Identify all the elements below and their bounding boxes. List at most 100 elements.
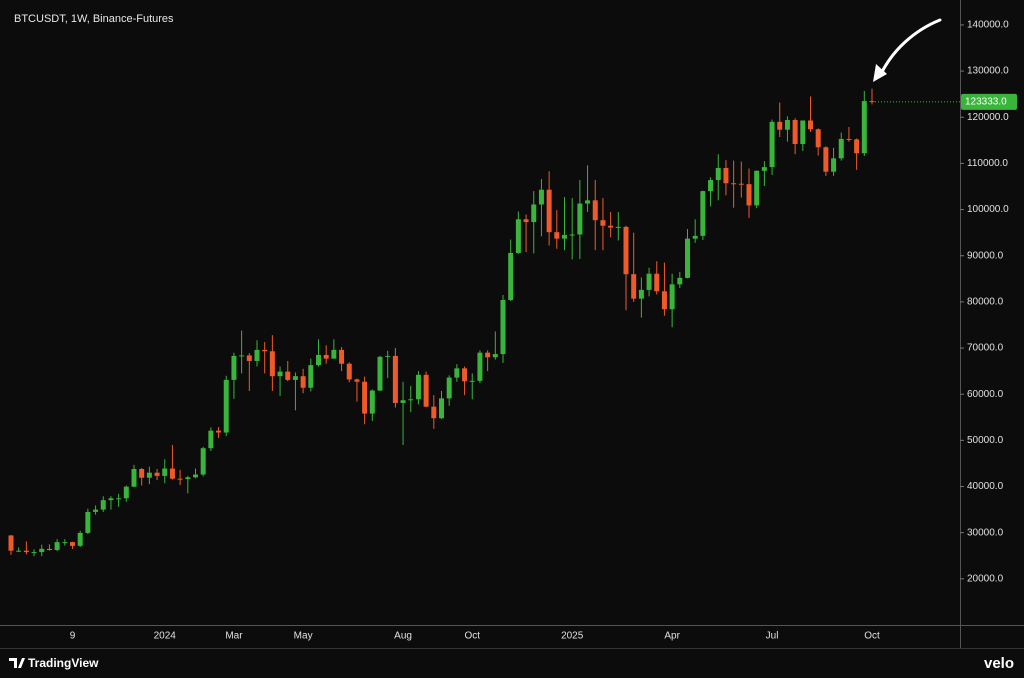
candle-body — [262, 349, 268, 352]
candle-body — [223, 379, 229, 433]
candle-body — [254, 349, 260, 361]
candle-body — [431, 406, 437, 419]
candle-body — [277, 371, 283, 377]
x-tick-label: Mar — [225, 631, 243, 642]
candle-body — [515, 219, 521, 253]
candle-body — [554, 232, 560, 239]
candle-body — [200, 448, 206, 475]
candle-body — [292, 376, 298, 380]
candle-body — [500, 300, 506, 355]
candle-body — [408, 399, 414, 401]
candle-body — [8, 535, 14, 551]
candle-body — [562, 234, 567, 239]
candle-body — [23, 550, 29, 553]
candle-body — [600, 220, 606, 226]
x-tick-label: 2025 — [561, 631, 584, 642]
candle-body — [354, 379, 360, 382]
candle-body — [169, 468, 175, 479]
candle-body — [323, 354, 329, 359]
candle-body — [300, 376, 306, 388]
candle-body — [715, 168, 721, 181]
candle-body — [462, 368, 468, 382]
candle-body — [769, 121, 775, 168]
annotation-arrow — [878, 18, 942, 78]
candle-body — [377, 356, 383, 391]
x-tick-label: Oct — [864, 631, 880, 642]
candle-body — [31, 552, 37, 554]
x-tick-label: Apr — [664, 631, 680, 642]
candle-body — [446, 377, 452, 399]
candle-body — [193, 474, 198, 478]
candle-body — [162, 468, 168, 476]
candle-body — [692, 235, 698, 239]
x-tick-label: 9 — [70, 631, 76, 642]
x-tick-label: Jul — [766, 631, 779, 642]
candle-body — [646, 273, 652, 290]
candle-body — [269, 351, 275, 377]
candle-body — [346, 363, 352, 380]
candle-body — [469, 380, 475, 382]
y-tick-label: 110000.0 — [967, 158, 1008, 169]
candle-body — [815, 129, 821, 148]
candle-body — [538, 189, 544, 205]
watermark: velo — [984, 655, 1014, 672]
x-tick-label: Oct — [464, 631, 480, 642]
candle-body — [831, 158, 837, 172]
candle-body — [677, 277, 683, 285]
candle-body — [316, 354, 321, 366]
candle-body — [508, 252, 514, 301]
candle-body — [70, 542, 75, 546]
candle-body — [285, 371, 291, 380]
candle-body — [823, 147, 829, 172]
candle-body — [523, 219, 529, 223]
candle-body — [100, 500, 106, 510]
x-tick-label: 2024 — [154, 631, 177, 642]
candle-body — [93, 509, 99, 512]
candle-body — [400, 400, 406, 403]
candle-body — [838, 138, 844, 159]
candle-body — [669, 284, 675, 310]
candle-body — [85, 511, 91, 533]
candle-body — [723, 168, 729, 184]
candle-body — [208, 430, 214, 449]
brand: TradingView — [28, 656, 99, 670]
candle-body — [123, 486, 129, 499]
candle-body — [569, 234, 575, 236]
candle-body — [761, 167, 767, 171]
candle-body — [577, 203, 583, 235]
candle-body — [654, 273, 660, 292]
candle-body — [439, 398, 444, 419]
last-price-box — [961, 93, 1017, 110]
candle-body — [608, 225, 614, 228]
y-tick-label: 140000.0 — [967, 20, 1009, 31]
candle-body — [592, 200, 598, 221]
candle-body — [623, 226, 629, 275]
y-tick-label: 120000.0 — [967, 112, 1009, 123]
candle-body — [131, 468, 137, 487]
candle-body — [869, 101, 875, 103]
x-tick-label: Aug — [394, 631, 412, 642]
y-tick-label: 60000.0 — [967, 389, 1004, 400]
candle-body — [139, 468, 145, 478]
candle-body — [546, 189, 552, 233]
candle-body — [585, 200, 591, 204]
candle-body — [308, 365, 314, 388]
candle-body — [746, 184, 752, 206]
candle-body — [454, 368, 460, 378]
candle-body — [54, 542, 60, 550]
candle-body — [615, 226, 621, 228]
candle-body — [854, 139, 860, 154]
candle-body — [754, 170, 760, 206]
tradingview-logo: TradingView — [9, 656, 99, 670]
candle-body — [631, 274, 637, 299]
candle-body — [708, 180, 714, 192]
candle-body — [369, 390, 375, 414]
chart-title: BTCUSDT, 1W, Binance-Futures — [14, 13, 174, 25]
candle-body — [738, 183, 744, 185]
candle-body — [638, 289, 644, 299]
last-price-label: 123333.0 — [965, 97, 1007, 108]
x-tick-label: May — [294, 631, 313, 642]
candle-body — [492, 354, 498, 358]
candle-body — [146, 472, 152, 478]
